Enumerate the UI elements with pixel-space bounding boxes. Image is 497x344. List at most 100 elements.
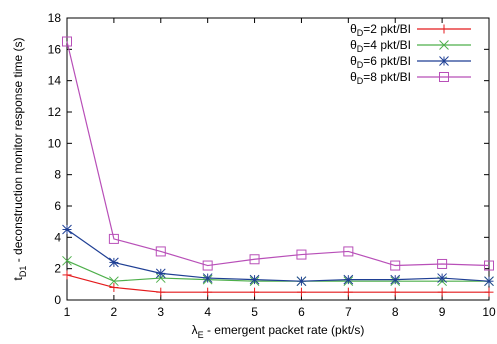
data-point bbox=[484, 287, 494, 297]
legend-label-main: θ bbox=[350, 22, 357, 36]
data-point bbox=[62, 36, 72, 47]
data-point bbox=[439, 40, 449, 50]
point-stroke bbox=[155, 273, 166, 283]
legend-label-rest: =6 pkt/BI bbox=[363, 54, 411, 68]
y-axis-label-sub: D1 bbox=[18, 266, 28, 278]
x-tick-label: 3 bbox=[157, 305, 164, 319]
series-layer bbox=[62, 36, 494, 297]
point-stroke bbox=[108, 233, 119, 244]
point-stroke bbox=[109, 257, 119, 268]
data-point bbox=[250, 287, 260, 297]
series-θD=6 pkt/BI bbox=[62, 224, 494, 287]
point-stroke bbox=[62, 255, 72, 266]
data-point bbox=[202, 260, 213, 271]
legend-label: θD=8 pkt/BI bbox=[350, 70, 411, 86]
legend-sample bbox=[417, 40, 471, 50]
y-tick-label: 18 bbox=[48, 11, 62, 25]
legend-entry: θD=2 pkt/BI bbox=[350, 22, 411, 38]
data-point bbox=[155, 246, 166, 257]
legend-label-rest: =4 pkt/BI bbox=[363, 38, 411, 52]
point-stroke bbox=[62, 224, 72, 235]
point-stroke bbox=[343, 246, 354, 257]
data-point bbox=[437, 287, 447, 297]
legend-sample bbox=[417, 56, 471, 66]
y-tick-label: 2 bbox=[54, 262, 61, 276]
x-axis-label: λE - emergent packet rate (pkt/s) bbox=[192, 323, 365, 340]
series-line bbox=[66, 260, 489, 282]
point-stroke bbox=[484, 260, 494, 271]
series-θD=2 pkt/BI bbox=[62, 270, 494, 297]
legend-label-rest: =8 pkt/BI bbox=[363, 70, 411, 84]
point-stroke bbox=[249, 274, 260, 285]
point-stroke bbox=[296, 249, 307, 260]
series-θD=8 pkt/BI bbox=[62, 36, 494, 271]
y-tick-label: 8 bbox=[54, 168, 61, 182]
legend-sample bbox=[417, 72, 471, 82]
data-point bbox=[108, 233, 119, 244]
y-axis-label-rest: - deconstruction monitor response time (… bbox=[11, 38, 25, 266]
data-point bbox=[343, 287, 353, 297]
point-stroke bbox=[62, 36, 72, 47]
data-point bbox=[390, 260, 401, 271]
data-point bbox=[343, 246, 354, 257]
y-tick-label: 4 bbox=[54, 230, 61, 244]
legend-label-main: θ bbox=[350, 54, 357, 68]
data-point bbox=[155, 273, 166, 283]
legend-label: θD=2 pkt/BI bbox=[350, 22, 411, 38]
y-tick-label: 10 bbox=[48, 136, 62, 150]
series-line bbox=[66, 229, 490, 282]
x-tick-label: 9 bbox=[439, 305, 446, 319]
data-point bbox=[390, 287, 400, 297]
y-tick-label: 16 bbox=[48, 42, 62, 56]
legend-label-sub: D bbox=[357, 44, 364, 54]
data-point bbox=[437, 258, 448, 269]
point-stroke bbox=[155, 246, 166, 257]
data-point bbox=[249, 254, 260, 265]
legend-entry: θD=4 pkt/BI bbox=[350, 38, 411, 54]
data-point bbox=[439, 24, 449, 34]
data-point bbox=[437, 273, 447, 283]
data-point bbox=[296, 287, 306, 297]
legend-entry: θD=8 pkt/BI bbox=[350, 70, 411, 86]
point-stroke bbox=[439, 56, 449, 66]
legend-label: θD=6 pkt/BI bbox=[350, 54, 411, 70]
point-stroke bbox=[390, 260, 401, 271]
data-point bbox=[62, 224, 72, 235]
data-point bbox=[109, 257, 119, 268]
data-point bbox=[109, 282, 119, 292]
legend-label: θD=4 pkt/BI bbox=[350, 38, 411, 54]
point-stroke bbox=[390, 274, 401, 285]
data-point bbox=[62, 255, 72, 266]
data-point bbox=[296, 276, 307, 287]
series-θD=4 pkt/BI bbox=[62, 255, 494, 287]
x-tick-label: 2 bbox=[111, 305, 118, 319]
data-point bbox=[155, 268, 166, 279]
y-tick-label: 0 bbox=[54, 293, 61, 307]
point-stroke bbox=[155, 268, 166, 279]
x-axis-label-rest: - emergent packet rate (pkt/s) bbox=[204, 323, 365, 337]
data-point bbox=[343, 274, 354, 285]
data-point bbox=[484, 260, 494, 271]
data-point bbox=[202, 273, 213, 283]
x-axis-label-main: λ bbox=[192, 323, 198, 337]
point-stroke bbox=[249, 254, 260, 265]
data-point bbox=[439, 72, 449, 82]
data-point bbox=[203, 287, 213, 297]
x-tick-label: 7 bbox=[345, 305, 352, 319]
legend-label-main: θ bbox=[350, 70, 357, 84]
y-axis-label: tD1 - deconstruction monitor response ti… bbox=[11, 38, 28, 281]
data-point bbox=[296, 249, 307, 260]
legend-entry: θD=6 pkt/BI bbox=[350, 54, 411, 70]
x-axis-label-sub: E bbox=[198, 330, 204, 340]
y-axis-label-main: t bbox=[11, 276, 25, 280]
x-tick-label: 10 bbox=[482, 305, 496, 319]
data-point bbox=[109, 276, 119, 287]
point-stroke bbox=[202, 273, 213, 283]
point-stroke bbox=[484, 276, 494, 287]
data-point bbox=[439, 56, 449, 66]
point-stroke bbox=[202, 260, 213, 271]
point-stroke bbox=[439, 40, 449, 50]
legend-samples bbox=[417, 24, 471, 82]
point-stroke bbox=[343, 274, 354, 285]
